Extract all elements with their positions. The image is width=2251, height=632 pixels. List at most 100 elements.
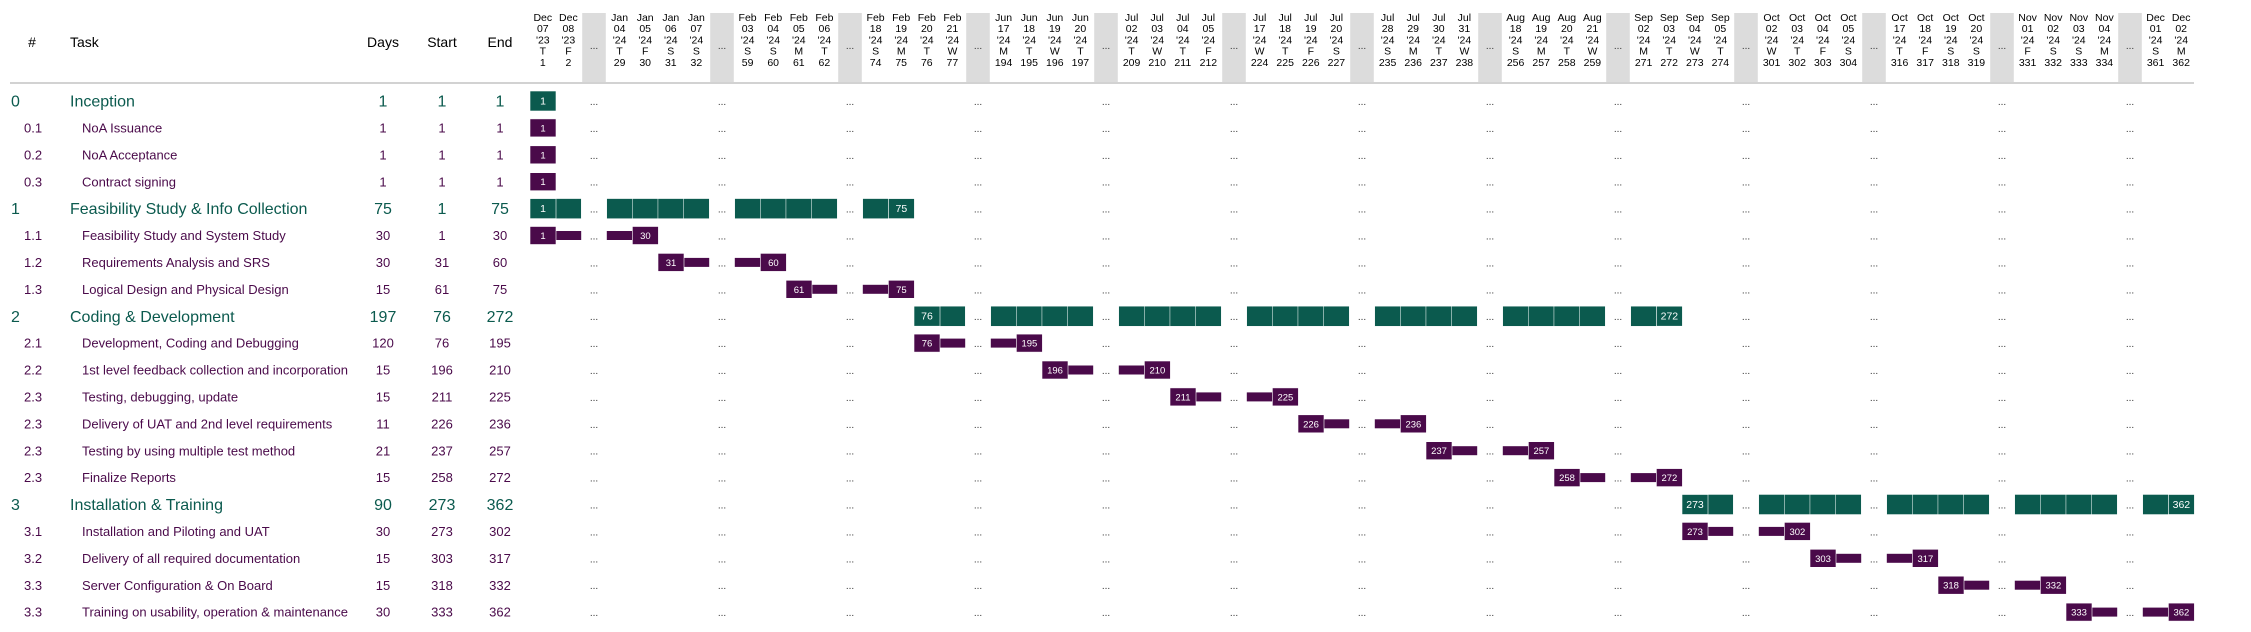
gap-ellipsis: ... — [2126, 501, 2134, 512]
gap-ellipsis: ... — [1614, 501, 1622, 512]
day-header-line: '24 — [1381, 34, 1395, 46]
gap-ellipsis: ... — [1230, 393, 1238, 404]
row-task: Requirements Analysis and SRS — [82, 255, 270, 270]
gap-ellipsis: ... — [846, 285, 854, 296]
gap-column-header — [966, 13, 990, 82]
bar-start-box — [529, 145, 557, 165]
row-days: 30 — [376, 255, 390, 270]
bar-segment — [2091, 607, 2118, 617]
bar-segment — [1707, 494, 1734, 515]
gap-label: ... — [1870, 41, 1878, 52]
day-header-line: 225 — [1276, 57, 1294, 69]
gap-ellipsis: ... — [2126, 124, 2134, 135]
row-id: 3.1 — [24, 524, 42, 539]
bar-segment — [734, 198, 761, 219]
day-header-line: 301 — [1763, 57, 1781, 69]
phase-end-label: 272 — [1661, 311, 1679, 323]
gap-ellipsis: ... — [718, 124, 726, 135]
day-header-line: M — [897, 46, 906, 58]
gap-ellipsis: ... — [1358, 527, 1366, 538]
gap-ellipsis: ... — [2126, 366, 2134, 377]
gap-ellipsis: ... — [590, 608, 598, 619]
row-task: 1st level feedback collection and incorp… — [82, 363, 348, 378]
row-days: 75 — [374, 201, 392, 218]
day-header-line: 75 — [895, 57, 907, 69]
row-start: 1 — [438, 120, 445, 135]
bar-start-box — [529, 172, 557, 191]
gap-ellipsis: ... — [2126, 554, 2134, 565]
gap-ellipsis: ... — [1230, 366, 1238, 377]
row-days: 15 — [376, 363, 390, 378]
day-header-line: 04 — [767, 23, 779, 35]
row-task: Inception — [70, 94, 135, 111]
gap-ellipsis: ... — [1742, 285, 1750, 296]
gap-ellipsis: ... — [1230, 339, 1238, 350]
bar-start-label: 1 — [540, 177, 545, 188]
row-id: 2 — [11, 309, 20, 326]
day-header-line: '24 — [818, 34, 832, 46]
day-header-line: 236 — [1404, 57, 1422, 69]
day-header-line: Aug — [1532, 12, 1551, 24]
gap-column-header — [1350, 13, 1374, 82]
gap-ellipsis: ... — [974, 474, 982, 485]
row-task: Development, Coding and Debugging — [82, 336, 299, 351]
gap-ellipsis: ... — [1742, 97, 1750, 108]
day-header-line: '24 — [1458, 34, 1472, 46]
gap-ellipsis: ... — [1614, 312, 1622, 323]
gap-ellipsis: ... — [1742, 527, 1750, 538]
bar-end-label: 332 — [2045, 581, 2061, 592]
row-end: 1 — [496, 147, 503, 162]
bar-start-box — [529, 118, 557, 138]
day-header-line: 04 — [614, 23, 626, 35]
row-days: 90 — [374, 497, 392, 514]
gap-ellipsis: ... — [1614, 258, 1622, 269]
day-header-line: 195 — [1020, 57, 1038, 69]
row-start: 211 — [432, 389, 453, 404]
gap-ellipsis: ... — [974, 285, 982, 296]
day-header-line: '24 — [766, 34, 780, 46]
gap-ellipsis: ... — [1870, 527, 1878, 538]
gap-ellipsis: ... — [846, 501, 854, 512]
gap-ellipsis: ... — [1870, 554, 1878, 565]
day-header-line: 197 — [1072, 57, 1090, 69]
gap-ellipsis: ... — [974, 581, 982, 592]
bar-segment — [1886, 553, 1913, 563]
row-end: 272 — [489, 470, 511, 485]
gap-ellipsis: ... — [1870, 474, 1878, 485]
header-days: Days — [367, 34, 399, 50]
gap-ellipsis: ... — [1358, 285, 1366, 296]
day-header-line: '24 — [792, 34, 806, 46]
gap-ellipsis: ... — [1614, 420, 1622, 431]
phase-start-label: 1 — [540, 203, 546, 215]
row-id: 0.1 — [24, 120, 42, 135]
day-header-line: W — [1152, 46, 1162, 58]
day-header-line: '24 — [997, 34, 1011, 46]
gap-ellipsis: ... — [1486, 97, 1494, 108]
day-header-line: 319 — [1968, 57, 1986, 69]
gap-ellipsis: ... — [1486, 527, 1494, 538]
day-header-line: '24 — [1586, 34, 1600, 46]
day-header-line: W — [1459, 46, 1469, 58]
gap-ellipsis: ... — [590, 178, 598, 189]
row-id: 0 — [11, 94, 20, 111]
day-header-line: F — [1820, 46, 1826, 58]
gap-ellipsis: ... — [718, 151, 726, 162]
gap-ellipsis: ... — [1102, 205, 1110, 216]
bar-end-label: 210 — [1149, 366, 1165, 377]
gap-ellipsis: ... — [1742, 501, 1750, 512]
gap-ellipsis: ... — [1358, 501, 1366, 512]
gap-ellipsis: ... — [590, 151, 598, 162]
day-header-line: Jul — [1304, 12, 1317, 24]
bar-end-label: 362 — [2173, 608, 2189, 619]
row-end: 362 — [489, 605, 511, 620]
bar-segment — [1400, 306, 1427, 327]
day-header-line: '24 — [2072, 34, 2086, 46]
day-header-line: 04 — [1817, 23, 1829, 35]
header-task: Task — [70, 34, 100, 50]
gap-label: ... — [590, 41, 598, 52]
bar-end-box — [632, 226, 659, 245]
day-header-line: '24 — [1893, 34, 1907, 46]
row-days: 1 — [379, 94, 388, 111]
bar-segment — [1323, 419, 1350, 429]
day-header-line: 05 — [1203, 23, 1215, 35]
